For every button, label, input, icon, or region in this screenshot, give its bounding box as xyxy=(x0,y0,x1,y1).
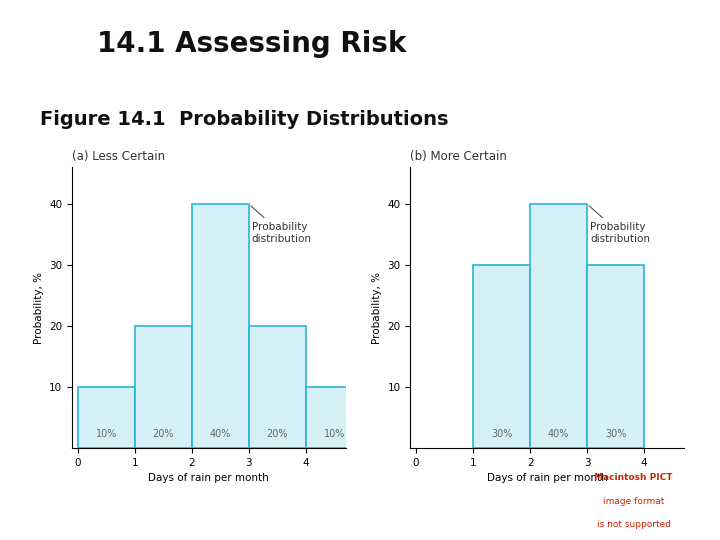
X-axis label: Days of rain per month: Days of rain per month xyxy=(148,474,269,483)
Bar xyxy=(473,265,530,448)
Y-axis label: Probability, %: Probability, % xyxy=(372,272,382,344)
Text: image format: image format xyxy=(603,497,665,505)
Text: Probability
distribution: Probability distribution xyxy=(251,206,312,244)
Y-axis label: Probability, %: Probability, % xyxy=(34,272,44,344)
Text: Macintosh PICT: Macintosh PICT xyxy=(594,473,673,482)
Text: 20%: 20% xyxy=(153,429,174,439)
Bar xyxy=(192,204,248,448)
X-axis label: Days of rain per month: Days of rain per month xyxy=(487,474,608,483)
Text: 40%: 40% xyxy=(548,429,570,439)
Text: 20%: 20% xyxy=(266,429,288,439)
Bar xyxy=(248,326,306,448)
Text: 10%: 10% xyxy=(323,429,345,439)
Bar xyxy=(78,387,135,448)
Text: is not supported: is not supported xyxy=(597,520,670,529)
Bar xyxy=(530,204,587,448)
Text: 30%: 30% xyxy=(491,429,513,439)
Text: (a) Less Certain: (a) Less Certain xyxy=(72,151,165,164)
Text: 10%: 10% xyxy=(96,429,117,439)
Text: 14.1 Assessing Risk: 14.1 Assessing Risk xyxy=(97,30,407,58)
Text: 40%: 40% xyxy=(210,429,231,439)
Text: 14-7    © 2014 Pearson Education, Inc. All rights reserved.: 14-7 © 2014 Pearson Education, Inc. All … xyxy=(14,511,300,521)
Text: Figure 14.1  Probability Distributions: Figure 14.1 Probability Distributions xyxy=(40,110,448,130)
Text: Probability
distribution: Probability distribution xyxy=(589,206,650,244)
Bar xyxy=(306,387,363,448)
Bar xyxy=(587,265,644,448)
Text: 30%: 30% xyxy=(605,429,626,439)
Text: (b) More Certain: (b) More Certain xyxy=(410,151,508,164)
Bar xyxy=(135,326,192,448)
